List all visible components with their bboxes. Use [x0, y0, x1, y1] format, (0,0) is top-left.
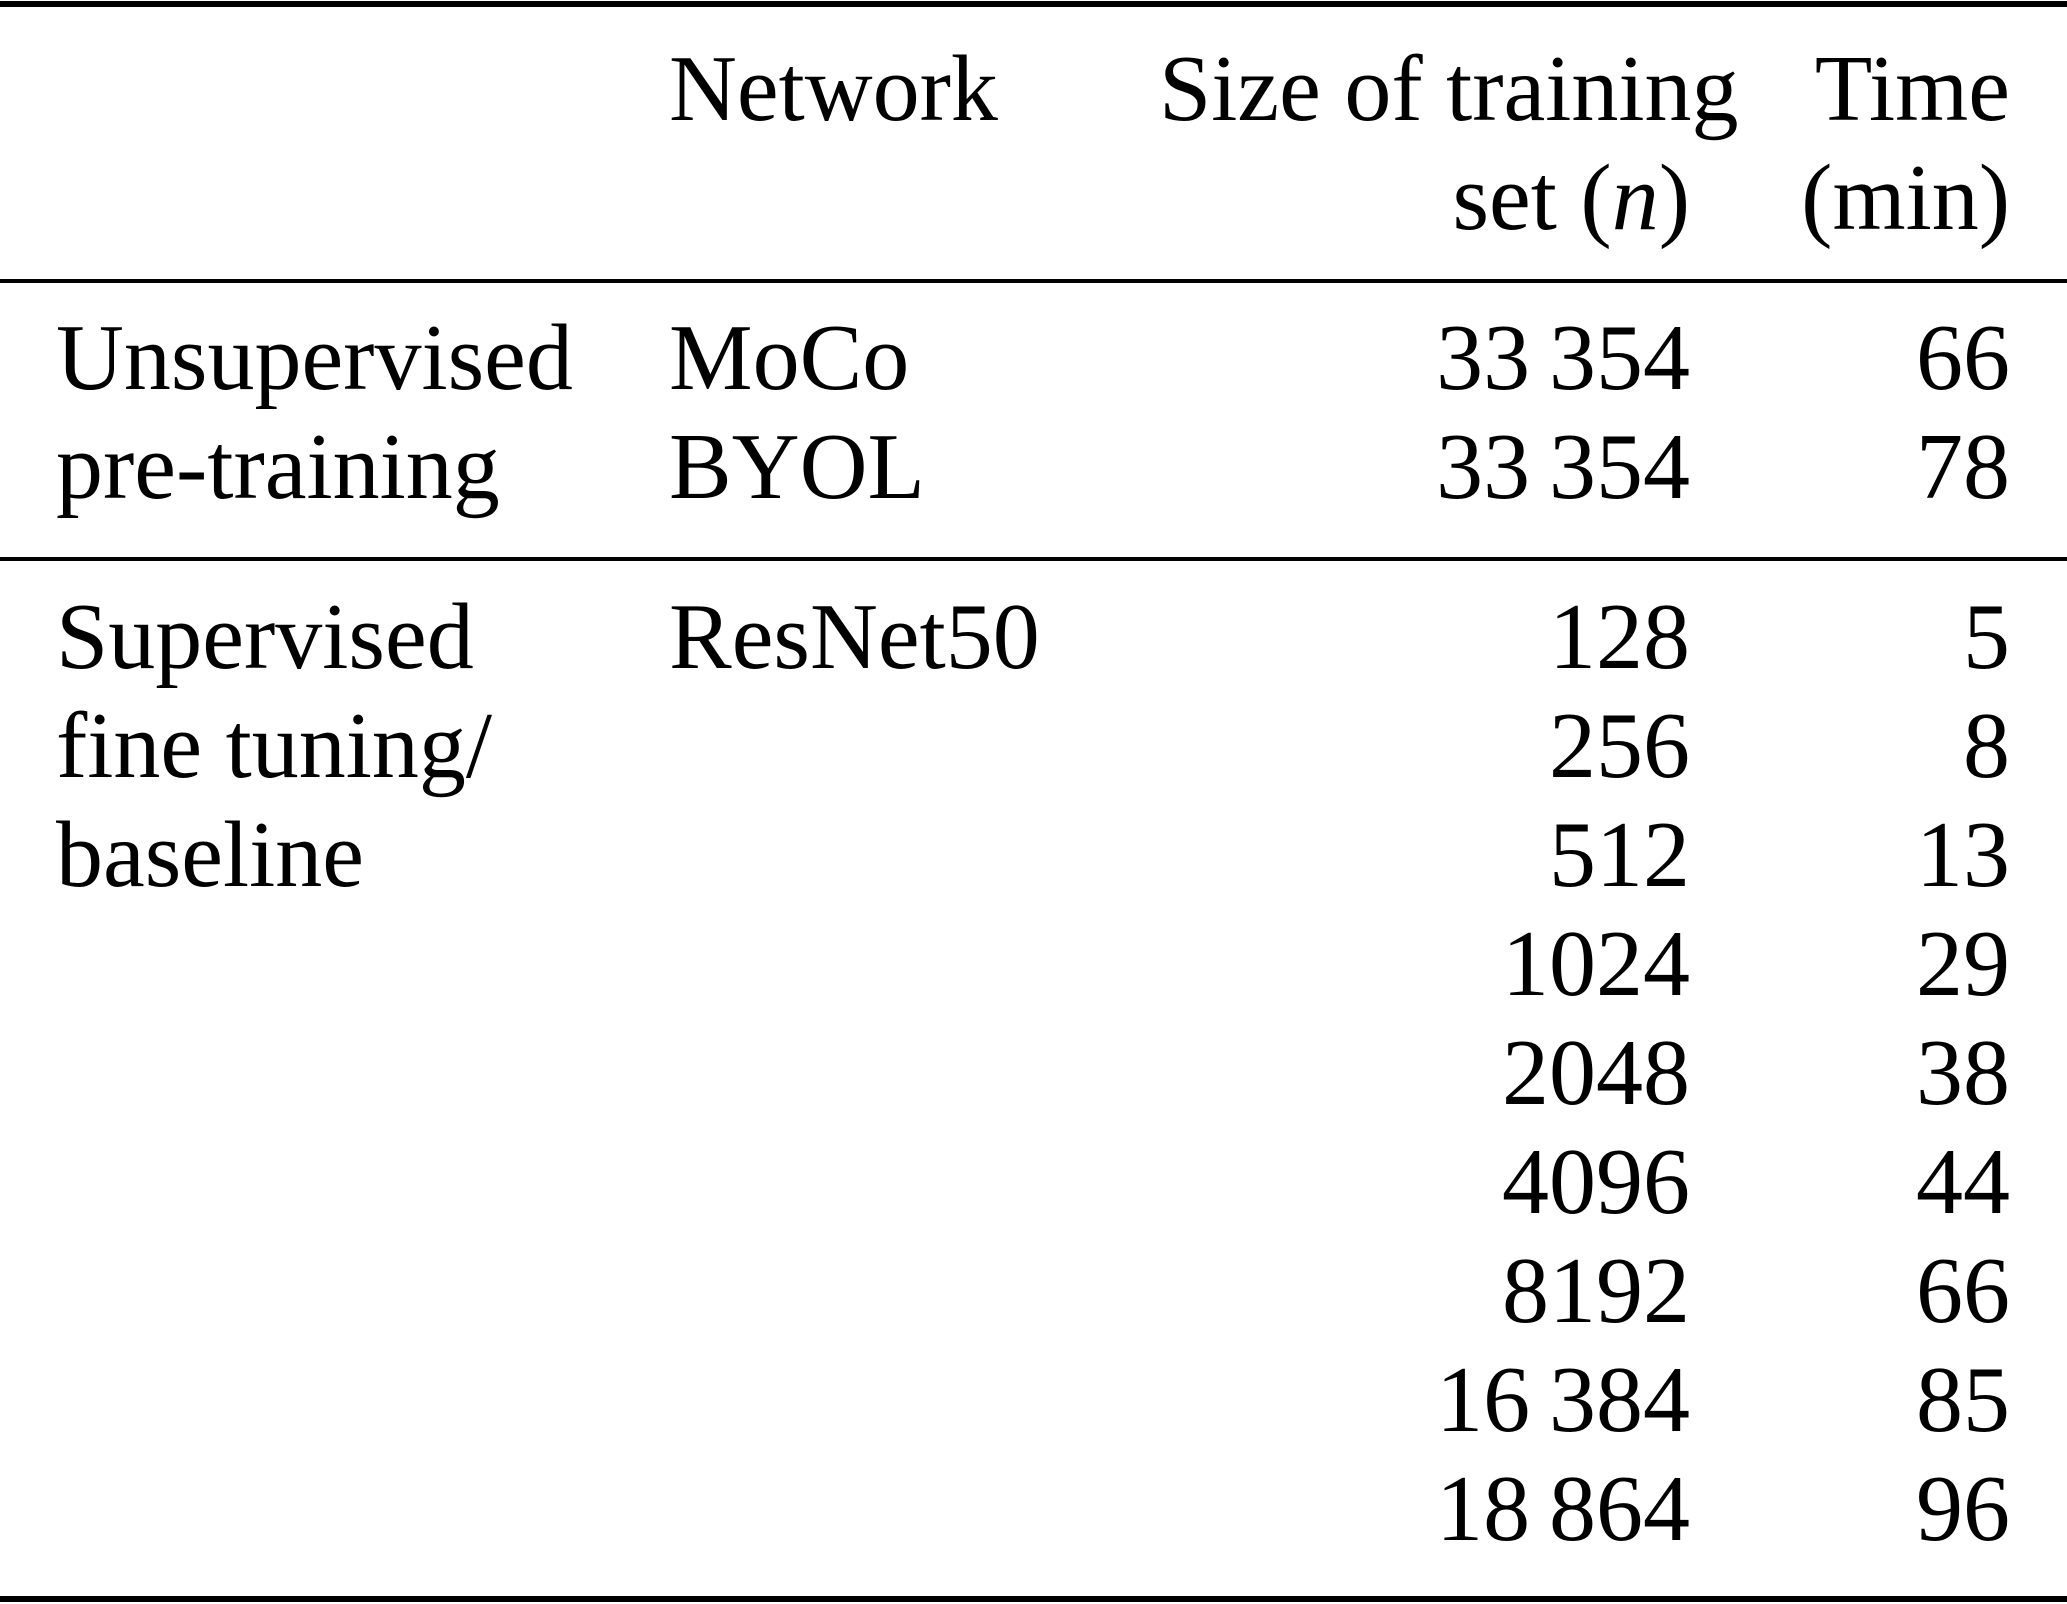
table-row: 16 384 85: [0, 1346, 2067, 1455]
training-set-size-cell: 2048: [1502, 1021, 1690, 1125]
training-set-size-cell: 33 354: [1436, 415, 1690, 519]
training-set-size-cell: 1024: [1502, 912, 1690, 1016]
time-cell: 13: [1916, 803, 2010, 907]
header-size-line2-prefix: set (: [1452, 146, 1612, 250]
table-row: 18 864 96: [0, 1455, 2067, 1564]
time-cell: 5: [1963, 585, 2010, 689]
time-cell: 66: [1916, 306, 2010, 410]
network-cell: [669, 1128, 1159, 1237]
time-cell: 85: [1916, 1348, 2010, 1452]
training-set-size-cell: 33 354: [1436, 306, 1690, 410]
training-set-size-cell: 128: [1549, 585, 1690, 689]
table-row: Supervised ResNet50 128 5: [0, 583, 2067, 692]
section-divider-rule: [0, 557, 2067, 561]
table-bottom-rule: [0, 1596, 2067, 1602]
group-label-cell: fine tuning/: [56, 694, 492, 798]
table-row: pre-training BYOL 33 354 78: [0, 413, 2067, 522]
header-group-cell: [56, 35, 669, 253]
group-label-cell: [56, 1455, 669, 1564]
group-label-cell: [56, 910, 669, 1019]
time-cell: 96: [1916, 1457, 2010, 1561]
header-bottom-rule: [0, 279, 2067, 283]
header-time-line2: (min): [1801, 146, 2010, 250]
training-set-size-cell: 4096: [1502, 1130, 1690, 1234]
network-cell: ResNet50: [669, 585, 1040, 689]
time-cell: 66: [1916, 1239, 2010, 1343]
table-row: baseline 512 13: [0, 801, 2067, 910]
group-label-cell: [56, 1237, 669, 1346]
section-unsupervised-pretraining: Unsupervised MoCo 33 354 66 pre-training…: [0, 283, 2067, 557]
table-row: 2048 38: [0, 1019, 2067, 1128]
time-cell: 29: [1916, 912, 2010, 1016]
header-network-cell: Network: [669, 37, 998, 141]
training-set-size-cell: 18 864: [1436, 1457, 1690, 1561]
time-cell: 38: [1916, 1021, 2010, 1125]
time-cell: 78: [1916, 415, 2010, 519]
header-time-line1: Time: [1814, 37, 2010, 141]
group-label-cell: pre-training: [56, 415, 500, 519]
network-cell: [669, 801, 1159, 910]
group-label-cell: baseline: [56, 803, 364, 907]
network-cell: [669, 1019, 1159, 1128]
table-header-row: Network Size of training set (n) Time (m…: [0, 7, 2067, 279]
time-cell: 8: [1963, 694, 2010, 798]
header-size-line1: Size of training: [1159, 37, 1739, 141]
header-size-variable-n: n: [1611, 146, 1659, 250]
network-cell: [669, 1237, 1159, 1346]
group-label-cell: [56, 1019, 669, 1128]
time-cell: 44: [1916, 1130, 2010, 1234]
header-training-size-cell: Size of training set (n): [1159, 35, 1739, 253]
section-supervised-finetuning: Supervised ResNet50 128 5 fine tuning/ 2…: [0, 561, 2067, 1596]
group-label-cell: Supervised: [56, 585, 474, 689]
network-cell: [669, 910, 1159, 1019]
network-cell: BYOL: [669, 415, 925, 519]
table-row: 1024 29: [0, 910, 2067, 1019]
table-top-rule: [0, 1, 2067, 7]
network-cell: [669, 1346, 1159, 1455]
training-set-size-cell: 16 384: [1436, 1348, 1690, 1452]
table-row: 8192 66: [0, 1237, 2067, 1346]
group-label-cell: [56, 1346, 669, 1455]
training-set-size-cell: 512: [1549, 803, 1690, 907]
network-cell: [669, 1455, 1159, 1564]
group-label-cell: Unsupervised: [56, 306, 573, 410]
training-set-size-cell: 256: [1549, 694, 1690, 798]
network-cell: [669, 692, 1159, 801]
group-label-cell: [56, 1128, 669, 1237]
training-set-size-cell: 8192: [1502, 1239, 1690, 1343]
table-row: fine tuning/ 256 8: [0, 692, 2067, 801]
table-row: 4096 44: [0, 1128, 2067, 1237]
table-row: Unsupervised MoCo 33 354 66: [0, 304, 2067, 413]
header-size-line2-suffix: ): [1658, 146, 1690, 250]
network-cell: MoCo: [669, 306, 910, 410]
header-time-cell: Time (min): [1690, 35, 2010, 253]
